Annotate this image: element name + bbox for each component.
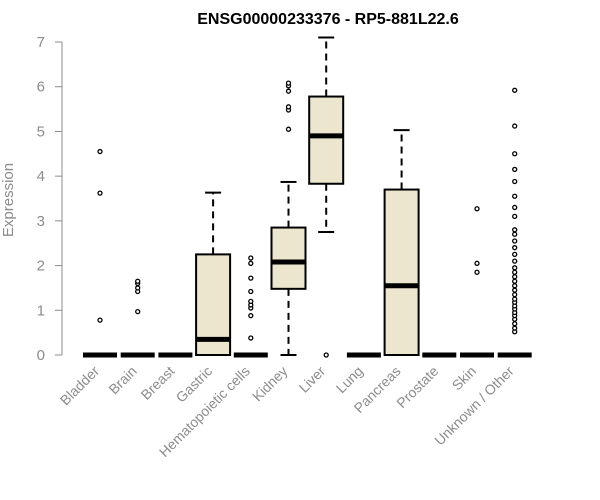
x-tick-label: Bladder [57, 363, 103, 409]
y-axis-label: Expression [0, 163, 17, 237]
y-tick-label: 7 [37, 34, 45, 51]
outlier-point [285, 80, 292, 86]
outlier-point [248, 260, 254, 266]
box-group [270, 80, 307, 356]
x-tick-label: Breast [138, 363, 178, 403]
outlier-point [135, 285, 141, 291]
outlier-point [474, 260, 480, 266]
outlier-point [474, 269, 480, 275]
y-tick-label: 6 [37, 79, 45, 96]
y-tick-label: 5 [37, 123, 45, 140]
outlier-point [248, 335, 254, 341]
x-tick-label: Liver [296, 363, 329, 396]
outlier-point [285, 104, 292, 110]
outlier-point [512, 238, 518, 244]
outlier-point [248, 255, 254, 261]
outlier-point [512, 251, 518, 258]
outlier-point [512, 123, 518, 129]
outlier-point [512, 278, 518, 284]
outlier-point [248, 298, 254, 304]
x-tick-label: Brain [105, 363, 139, 397]
outlier-point [512, 325, 518, 331]
outlier-point [135, 278, 141, 284]
outlier-point [512, 265, 518, 271]
box-group [308, 36, 345, 358]
outlier-point [512, 227, 518, 233]
outlier-point [512, 258, 518, 264]
outlier-point [512, 283, 518, 289]
y-tick-label: 2 [37, 258, 45, 275]
outlier-point [512, 178, 518, 185]
outlier-point [512, 87, 518, 93]
chart-title: ENSG00000233376 - RP5-881L22.6 [197, 11, 459, 28]
outlier-point [512, 245, 518, 251]
y-tick-label: 0 [37, 347, 45, 364]
box-group [195, 191, 232, 356]
outlier-point [97, 148, 103, 155]
outlier-point [135, 308, 141, 315]
outlier-point [248, 275, 254, 281]
outlier-point [512, 193, 518, 199]
outlier-point [512, 296, 518, 302]
outlier-point [97, 317, 103, 323]
outlier-point [285, 88, 292, 94]
y-tick-label: 4 [37, 168, 45, 185]
outlier-point [512, 291, 518, 298]
x-tick-label: Kidney [249, 363, 291, 405]
outlier-point [512, 231, 518, 237]
outlier-point [512, 269, 518, 275]
outlier-point [248, 313, 254, 319]
outlier-point [512, 204, 518, 211]
outlier-point [248, 288, 254, 295]
box-group [460, 206, 494, 358]
outlier-point [512, 166, 518, 173]
plot-area [83, 36, 532, 358]
y-axis: 0 1 2 3 4 5 6 7 [37, 34, 63, 364]
y-tick-label: 1 [37, 302, 45, 319]
x-tick-label: Lung [333, 363, 366, 396]
outlier-point [512, 213, 518, 220]
box-iqr [308, 95, 345, 185]
box-group [83, 148, 117, 358]
box-iqr [383, 188, 420, 356]
outlier-point [97, 190, 103, 196]
box-group [497, 87, 532, 358]
outlier-point [512, 151, 518, 157]
x-tick-label: Prostate [393, 363, 441, 411]
outlier-point [474, 206, 480, 212]
box-group [233, 255, 268, 358]
outlier-point [512, 321, 518, 327]
x-tick-label: Skin [449, 363, 480, 394]
outlier-point [285, 126, 292, 132]
box-group [120, 278, 155, 358]
outlier-point [323, 352, 329, 358]
outlier-point [512, 287, 518, 293]
box-group [383, 129, 420, 356]
y-tick-label: 3 [37, 213, 45, 230]
box-iqr [270, 226, 307, 290]
outlier-point [512, 274, 518, 280]
